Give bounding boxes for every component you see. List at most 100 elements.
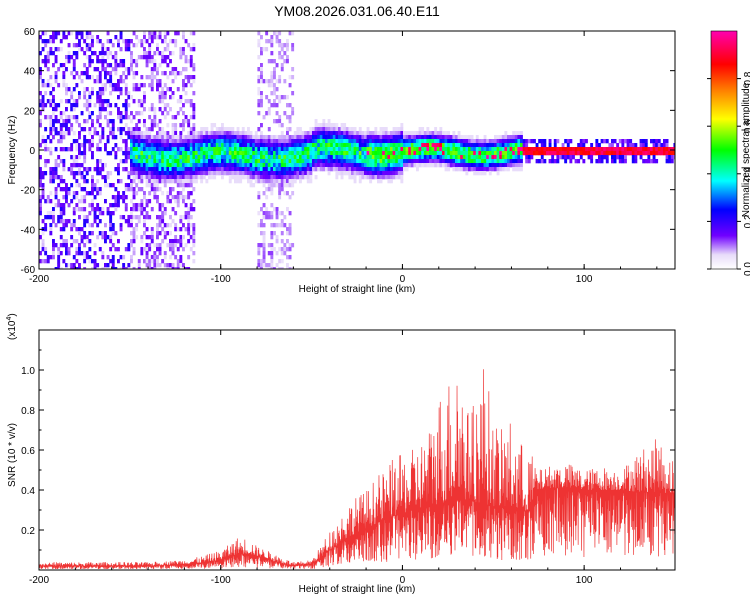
spectrogram-cell <box>657 147 661 152</box>
spectrogram-cell <box>124 131 128 136</box>
spectrogram-cell <box>57 263 61 268</box>
spectrogram-cell <box>291 267 295 269</box>
spectrogram-cell <box>374 139 378 144</box>
spectrogram-cell <box>366 131 370 136</box>
spectrogram-cell <box>314 159 318 164</box>
spectrogram-cell <box>348 155 352 160</box>
spectrogram-cell <box>483 163 487 168</box>
spectrogram-cell <box>75 147 79 152</box>
spectrogram-cell <box>569 139 573 144</box>
spectrogram-cell <box>52 95 55 100</box>
spectrogram-cell <box>338 155 341 160</box>
spectrogram-cell <box>499 147 503 152</box>
spectrogram-cell <box>171 127 175 132</box>
spectrogram-cell <box>504 139 508 144</box>
spectrogram-cell <box>88 259 92 264</box>
spectrogram-cell <box>241 151 245 156</box>
spectrogram-cell <box>488 139 492 144</box>
spectrogram-cell <box>91 267 94 269</box>
spectrogram-cell <box>579 151 583 156</box>
spectrogram-cell <box>200 159 204 164</box>
spectrogram-cell <box>460 167 464 172</box>
spectrogram-cell <box>169 243 172 248</box>
spectrogram-cell <box>161 143 165 148</box>
spectrogram-cell <box>137 207 141 212</box>
spectrogram-cell <box>314 139 318 144</box>
spectrogram-cell <box>132 227 136 232</box>
spectrogram-cell <box>335 131 339 136</box>
spectrogram-cell <box>135 131 139 136</box>
spectrogram-cell <box>429 143 432 148</box>
spectrogram-cell <box>80 239 84 244</box>
spectrogram-cell <box>483 151 487 156</box>
spectrogram-cell <box>348 163 352 168</box>
spectrogram-cell <box>260 35 263 40</box>
spectrogram-cell <box>101 55 105 60</box>
spectrogram-cell <box>91 191 94 196</box>
spectrogram-cell <box>88 191 92 196</box>
spectrogram-cell <box>262 211 266 216</box>
spectrogram-cell <box>400 159 404 164</box>
spectrogram-cell <box>104 87 107 92</box>
spectrogram-cell <box>122 59 126 64</box>
spectrogram-cell <box>67 219 71 224</box>
spectrogram-cell <box>117 63 120 68</box>
spectrogram-cell <box>49 199 53 204</box>
spectrogram-cell <box>130 215 133 220</box>
spectrogram-cell <box>496 147 500 152</box>
spectrogram-cell <box>106 111 110 116</box>
spectrogram-cell <box>257 111 261 116</box>
spectrogram-cell <box>83 155 87 160</box>
spectrogram-cell <box>59 127 63 132</box>
spectrogram-cell <box>78 199 81 204</box>
spectrogram-cell <box>93 211 97 216</box>
spectrogram-cell <box>275 79 279 84</box>
spectrogram-cell <box>507 147 510 152</box>
spectrogram-cell <box>317 163 321 168</box>
spectrogram-cell <box>379 135 383 140</box>
spectrogram-cell <box>132 167 136 172</box>
spectrogram-cell <box>171 115 175 120</box>
spectrogram-cell <box>187 167 191 172</box>
spectrogram-cell <box>221 151 224 156</box>
spectrogram-cell <box>286 143 289 148</box>
spectrogram-cell <box>364 159 367 164</box>
spectrogram-cell <box>379 159 383 164</box>
spectrogram-cell <box>655 139 659 144</box>
spectrogram-cell <box>621 151 625 156</box>
spectrogram-cell <box>72 163 76 168</box>
spectrogram-cell <box>280 67 284 72</box>
spectrogram-cell <box>644 139 648 144</box>
spectrogram-cell <box>70 115 74 120</box>
spectrogram-cell <box>57 139 61 144</box>
spectrogram-cell <box>135 127 139 132</box>
spectrogram-cell <box>205 163 209 168</box>
spectrogram-cell <box>481 147 484 152</box>
spectrogram-cell <box>202 155 206 160</box>
spectrogram-cell <box>166 123 170 128</box>
spectrogram-cell <box>642 147 646 152</box>
spectrogram-cell <box>158 91 162 96</box>
spectrogram-cell <box>410 147 414 152</box>
spectrogram-cell <box>171 207 175 212</box>
spectrogram-cell <box>98 171 102 176</box>
spectrogram-cell <box>153 171 157 176</box>
spectrogram-cell <box>91 179 94 184</box>
spectrogram-cell <box>65 247 68 252</box>
spectrogram-cell <box>88 203 92 208</box>
spectrogram-cell <box>273 167 276 172</box>
spectrogram-cell <box>309 167 313 172</box>
spectrogram-cell <box>80 151 84 156</box>
spectrogram-cell <box>127 175 131 180</box>
spectrogram-cell <box>111 183 115 188</box>
spectrogram-cell <box>351 131 354 136</box>
spectrogram-cell <box>507 135 510 140</box>
spectrogram-cell <box>140 187 144 192</box>
spectrogram-cell <box>192 47 196 52</box>
spectrogram-cell <box>145 255 149 260</box>
snr-xtick-label: -200 <box>29 575 49 586</box>
spectrogram-cell <box>184 175 188 180</box>
spectrogram-cell <box>156 135 159 140</box>
spectrogram-cell <box>96 235 100 240</box>
spectrogram-cell <box>382 163 386 168</box>
